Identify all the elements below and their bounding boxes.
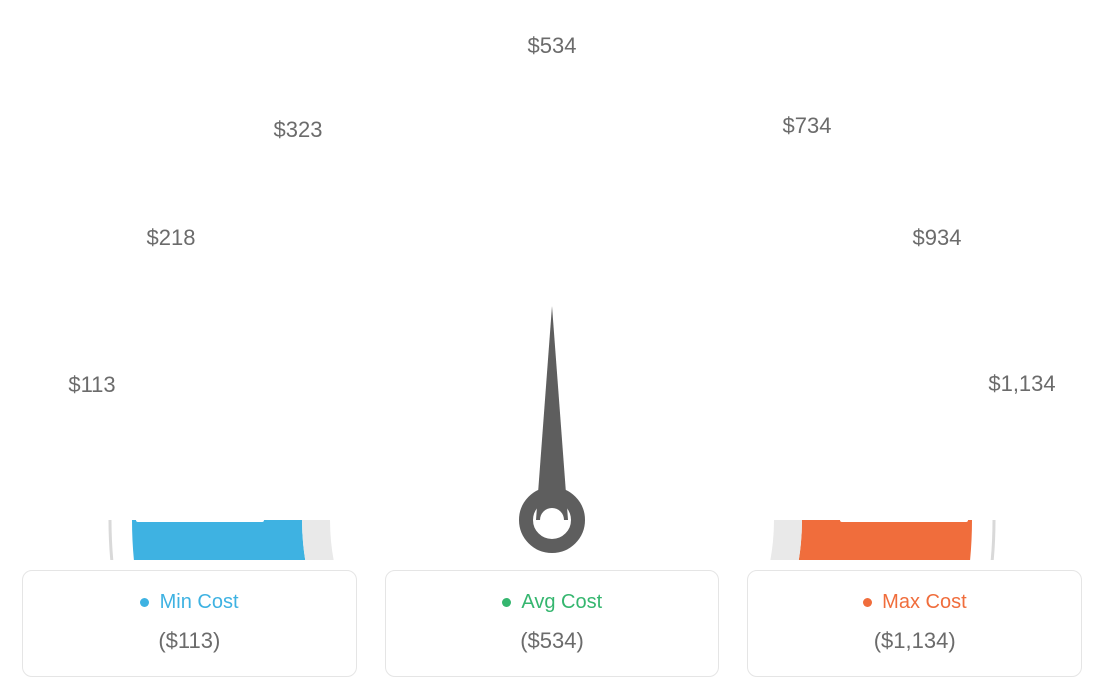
avg-cost-card: Avg Cost ($534) bbox=[385, 570, 720, 677]
gauge-svg bbox=[22, 20, 1082, 560]
min-cost-dot bbox=[140, 598, 149, 607]
gauge-tick-label: $218 bbox=[147, 225, 196, 251]
max-cost-label: Max Cost bbox=[882, 591, 966, 613]
max-cost-dot bbox=[863, 598, 872, 607]
avg-cost-dot bbox=[502, 598, 511, 607]
max-cost-value: ($1,134) bbox=[758, 628, 1071, 654]
gauge-tick-label: $323 bbox=[274, 117, 323, 143]
avg-cost-value: ($534) bbox=[396, 628, 709, 654]
cost-summary-cards: Min Cost ($113) Avg Cost ($534) Max Cost… bbox=[22, 570, 1082, 677]
gauge-tick-label: $734 bbox=[783, 113, 832, 139]
min-cost-value: ($113) bbox=[33, 628, 346, 654]
min-cost-label: Min Cost bbox=[160, 591, 239, 613]
gauge-tick-label: $934 bbox=[913, 225, 962, 251]
gauge-tick-label: $113 bbox=[68, 372, 115, 398]
min-cost-card: Min Cost ($113) bbox=[22, 570, 357, 677]
cost-gauge: $113 $218 $323 $534 $734 $934 $1,134 bbox=[22, 20, 1082, 560]
max-cost-card: Max Cost ($1,134) bbox=[747, 570, 1082, 677]
gauge-tick-label: $534 bbox=[528, 33, 577, 59]
avg-cost-label: Avg Cost bbox=[521, 591, 602, 613]
gauge-tick-label: $1,134 bbox=[988, 371, 1055, 397]
